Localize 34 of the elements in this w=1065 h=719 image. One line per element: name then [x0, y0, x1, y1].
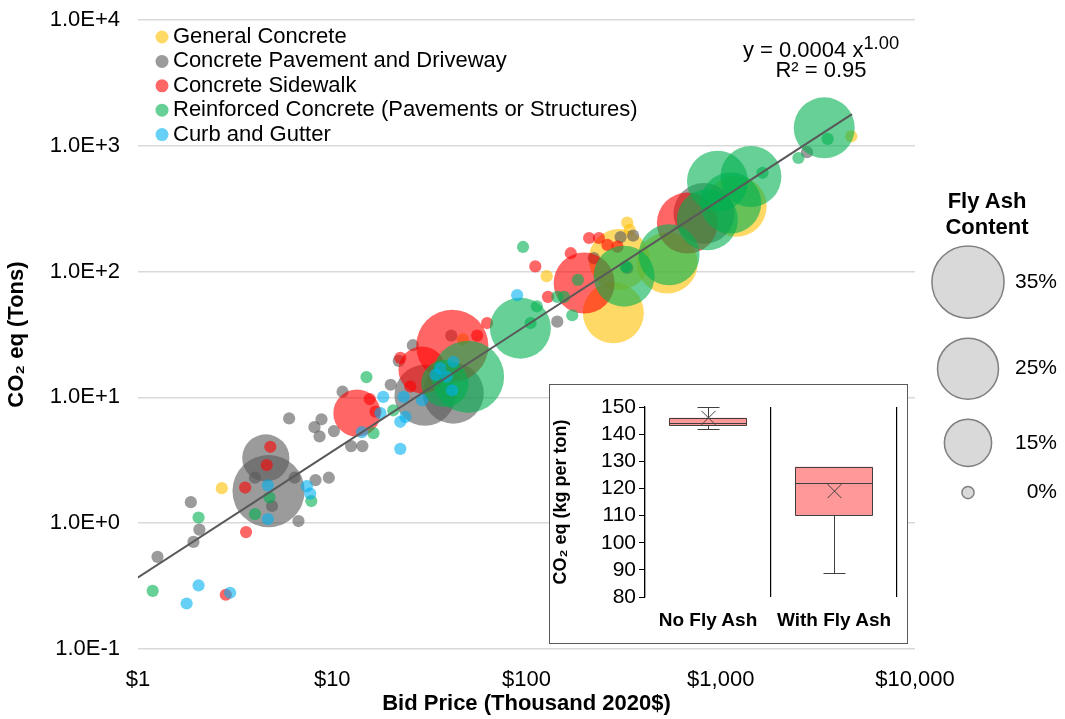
y-tick-label: 120	[600, 475, 636, 499]
y-tick-label: 140	[600, 420, 636, 444]
y-tick-label: 100	[600, 529, 636, 553]
legend-label: Curb and Gutter	[173, 120, 331, 146]
y-tick-label: 1.0E+4	[49, 6, 120, 32]
x-tick-label: $100	[502, 666, 551, 692]
legend-label: Concrete Pavement and Driveway	[173, 47, 507, 73]
x-tick-label: With Fly Ash	[776, 608, 892, 630]
legend-label: 35%	[1014, 268, 1057, 292]
y-tick-label: 80	[612, 583, 636, 607]
x-axis-title: Bid Price (Thousand 2020$)	[382, 689, 671, 715]
x-tick-label: $10,000	[875, 666, 955, 692]
y-tick-label: 130	[600, 448, 636, 472]
y-axis-title: CO₂ eq (Tons)	[3, 261, 29, 408]
x-tick-label: $1	[125, 666, 151, 692]
y-axis-title: CO₂ eq (kg per ton)	[549, 419, 570, 585]
legend-label: 0%	[1026, 479, 1057, 503]
legend-label: General Concrete	[173, 23, 347, 49]
x-tick-label: $10	[313, 666, 351, 692]
legend-label: 15%	[1014, 429, 1057, 453]
y-tick-label: 1.0E+3	[49, 131, 120, 157]
legend-label: 25%	[1014, 355, 1057, 379]
x-tick-label: No Fly Ash	[658, 608, 758, 630]
legend-label: Reinforced Concrete (Pavements or Structures)	[173, 96, 638, 122]
y-tick-label: 1.0E+2	[49, 257, 120, 283]
y-tick-label: 150	[600, 393, 636, 417]
legend-title: Fly Ash Content	[945, 188, 1030, 240]
y-tick-label: 110	[602, 502, 636, 526]
legend-label: Concrete Sidewalk	[173, 71, 358, 97]
y-tick-label: 1.0E+0	[49, 509, 120, 535]
x-tick-label: $1,000	[687, 666, 755, 692]
y-tick-label: 1.0E-1	[55, 635, 120, 661]
y-tick-label: 90	[612, 556, 636, 580]
y-tick-label: 1.0E+1	[49, 383, 120, 409]
